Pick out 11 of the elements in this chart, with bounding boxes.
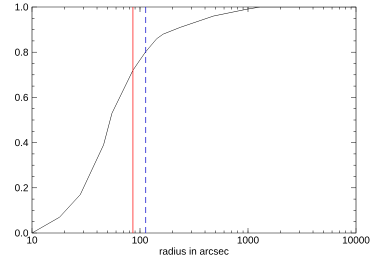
x-axis-title: radius in arcsec	[160, 247, 229, 255]
x-tick-label: 10000	[342, 236, 370, 244]
y-tick-label: 1.0	[15, 3, 28, 11]
y-tick-label: 0.0	[15, 229, 28, 237]
y-tick-label: 0.2	[15, 184, 28, 192]
x-tick-label: 1000	[238, 236, 259, 244]
y-tick-label: 0.6	[15, 94, 28, 101]
x-tick-label: 10	[27, 236, 38, 244]
x-tick-label: 100	[132, 236, 148, 244]
y-tick-label: 0.8	[15, 48, 28, 56]
y-tick-label: 0.4	[15, 139, 28, 146]
